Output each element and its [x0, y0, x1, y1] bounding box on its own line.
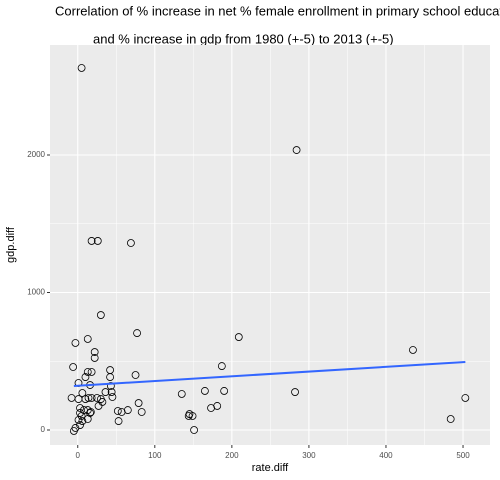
point [78, 417, 87, 425]
point [114, 417, 123, 425]
x-tick-label: 0 [76, 451, 81, 460]
point [106, 382, 115, 390]
point [71, 339, 80, 347]
point [106, 373, 115, 381]
point [93, 237, 102, 245]
point [81, 373, 90, 381]
point [446, 415, 455, 423]
point [220, 387, 229, 395]
point [461, 394, 470, 402]
point [83, 335, 92, 343]
point [96, 311, 105, 319]
point [76, 421, 84, 429]
point [133, 329, 141, 337]
y-tick-label: 2000 [27, 150, 45, 159]
x-tick-label: 300 [302, 451, 316, 460]
point [190, 426, 198, 434]
point [83, 415, 92, 423]
point [113, 407, 122, 415]
point [117, 408, 126, 416]
point [184, 412, 193, 420]
point [77, 64, 86, 72]
point [137, 408, 146, 416]
point [90, 354, 99, 362]
point [101, 388, 110, 396]
point [87, 237, 96, 245]
point [69, 427, 78, 435]
x-tick-label: 200 [225, 451, 239, 460]
point [134, 399, 143, 407]
point [234, 333, 243, 341]
point [90, 348, 99, 356]
point [84, 394, 93, 402]
point [131, 371, 140, 379]
x-tick-label: 100 [148, 451, 162, 460]
point [74, 416, 83, 424]
y-tick-label: 0 [41, 425, 46, 434]
x-tick-label: 500 [456, 451, 470, 460]
point [291, 388, 299, 396]
point [87, 394, 96, 402]
point [69, 363, 78, 371]
panel [50, 45, 490, 445]
y-axis-label: gdp.diff [5, 226, 17, 263]
point [81, 395, 90, 403]
trend-line [73, 360, 466, 388]
point [409, 346, 417, 354]
point [87, 368, 96, 376]
chart-subtitle: and % increase in gdp from 1980 (+-5) to… [93, 31, 394, 46]
point [127, 239, 135, 247]
point [83, 368, 92, 376]
point [292, 146, 301, 154]
point [200, 387, 209, 395]
point [83, 406, 92, 414]
point [93, 394, 101, 402]
point [217, 362, 226, 370]
x-tick-label: 400 [379, 451, 393, 460]
chart-title: Correlation of % increase in net % femal… [55, 3, 500, 18]
point [78, 389, 87, 397]
y-tick-label: 1000 [27, 288, 45, 297]
point [94, 402, 103, 410]
point [177, 390, 186, 398]
point [107, 388, 116, 396]
point [188, 412, 197, 420]
point [108, 393, 117, 401]
x-axis-label: rate.diff [252, 462, 289, 474]
point [76, 404, 84, 412]
point [207, 404, 215, 412]
